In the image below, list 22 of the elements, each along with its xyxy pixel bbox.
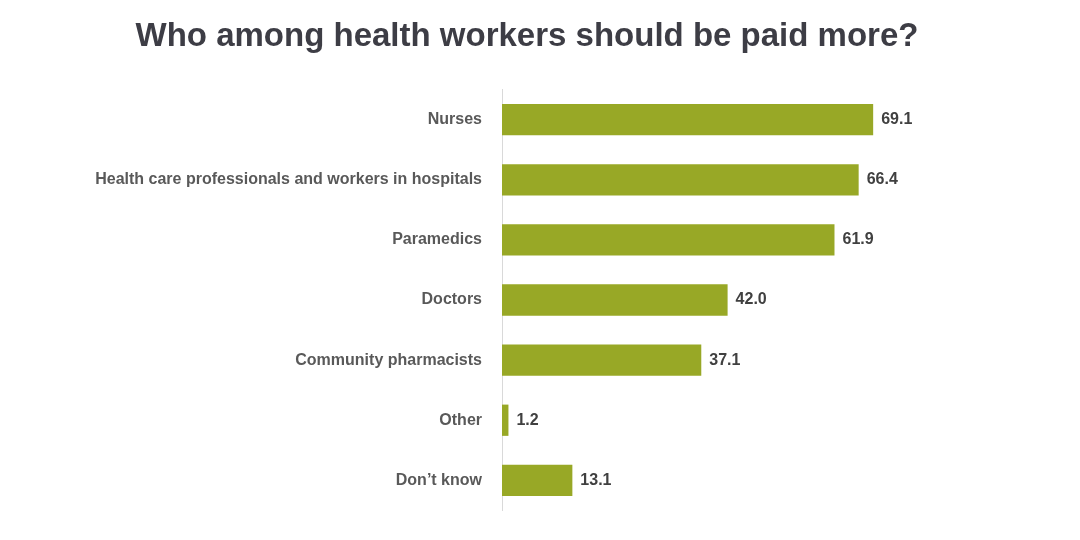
bar bbox=[502, 404, 509, 436]
data-label: 1.2 bbox=[516, 410, 539, 428]
bar bbox=[502, 464, 573, 496]
y-tick-label: Health care professionals and workers in hospitals bbox=[95, 170, 483, 188]
data-label: 66.4 bbox=[866, 170, 898, 188]
data-label: 42.0 bbox=[735, 290, 767, 308]
chart-title: Who among health workers should be paid more? bbox=[134, 15, 920, 55]
bar bbox=[502, 344, 702, 376]
bar bbox=[502, 164, 859, 196]
y-tick-label: Other bbox=[439, 410, 482, 428]
data-label: 61.9 bbox=[842, 230, 874, 248]
y-tick-label: Don’t know bbox=[395, 470, 483, 488]
data-label: 37.1 bbox=[709, 350, 741, 368]
y-tick-label: Doctors bbox=[421, 290, 483, 308]
data-label: 13.1 bbox=[580, 470, 612, 488]
data-label: 69.1 bbox=[881, 110, 913, 128]
bar bbox=[502, 224, 835, 256]
bar bbox=[502, 284, 728, 316]
y-tick-label: Community pharmacists bbox=[295, 350, 483, 368]
y-tick-label: Nurses bbox=[427, 110, 483, 128]
bar bbox=[502, 104, 874, 136]
y-tick-label: Paramedics bbox=[392, 230, 483, 248]
